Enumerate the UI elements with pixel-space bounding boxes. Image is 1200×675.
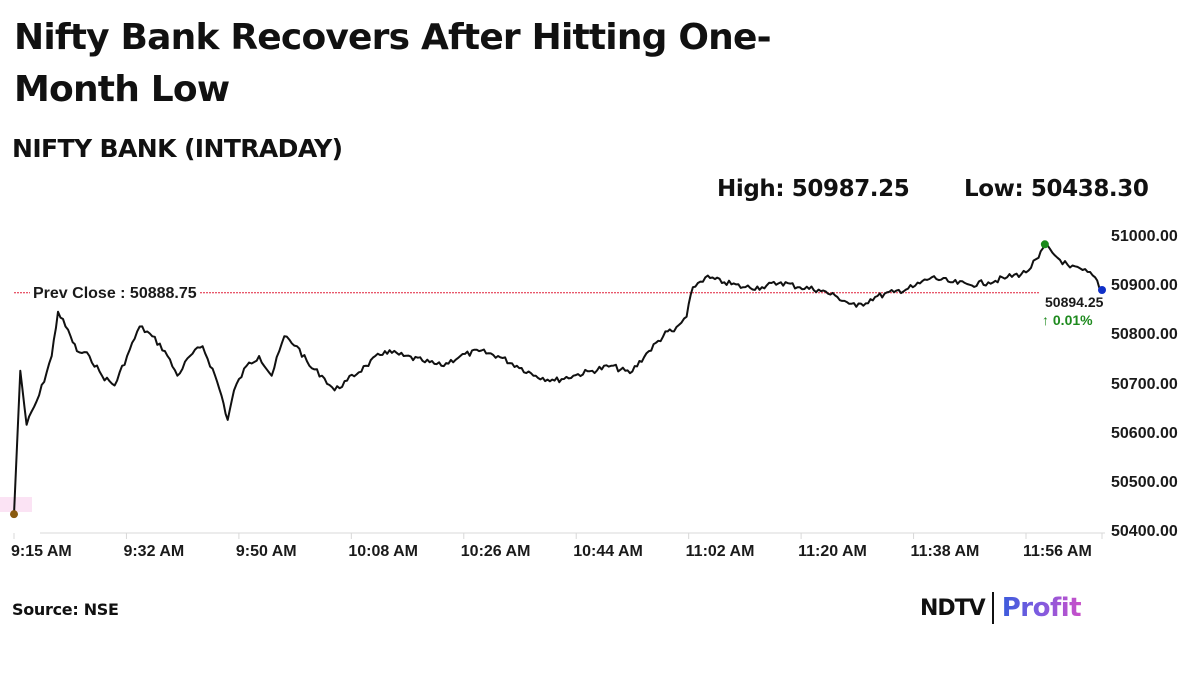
y-tick-label: 50400.00 [1111, 523, 1178, 540]
y-tick-label: 50600.00 [1111, 424, 1178, 442]
high-marker [1040, 240, 1049, 249]
x-axis [13, 532, 1105, 539]
y-tick-label: 50900.00 [1111, 277, 1178, 295]
source-note: Source: NSE [12, 600, 119, 619]
high-value: High: 50987.25 [717, 176, 910, 202]
x-tick-label: 9:15 AM [11, 543, 72, 560]
x-tick-label: 10:44 AM [573, 543, 643, 560]
chart-title: NIFTY BANK (INTRADAY) [12, 134, 343, 163]
page-title: Nifty Bank Recovers After Hitting One-Mo… [14, 17, 772, 110]
x-tick-label: 11:20 AM [798, 543, 867, 560]
x-tick-label: 11:38 AM [910, 543, 980, 560]
y-tick-label: 50800.00 [1111, 326, 1178, 344]
x-tick-label: 10:08 AM [348, 543, 418, 560]
x-tick-label: 10:26 AM [460, 543, 531, 560]
low-highlight [0, 497, 32, 512]
change-percent-label: ↑ 0.01% [1042, 312, 1093, 328]
logo-divider [991, 592, 994, 624]
low-value: Low: 50438.30 [964, 176, 1149, 202]
y-tick-label: 50500.00 [1111, 473, 1178, 491]
x-tick-label: 9:32 AM [123, 543, 185, 560]
low-marker [10, 510, 18, 519]
last-price-label: 50894.25 [1045, 294, 1104, 310]
logo-ndtv: NDTV [920, 595, 986, 621]
x-tick-label: 11:02 AM [685, 543, 755, 560]
brand-logo: NDTV Profit [920, 590, 1082, 626]
y-tick-label: 51000.00 [1111, 228, 1178, 245]
x-tick-label: 11:56 AM [1023, 543, 1092, 560]
prev-close-label: Prev Close : 50888.75 [30, 285, 200, 303]
y-tick-label: 50700.00 [1111, 375, 1178, 393]
price-line [13, 244, 1103, 515]
last-marker [1098, 285, 1106, 294]
logo-profit: Profit [1001, 593, 1082, 623]
x-tick-label: 9:50 AM [235, 543, 297, 560]
